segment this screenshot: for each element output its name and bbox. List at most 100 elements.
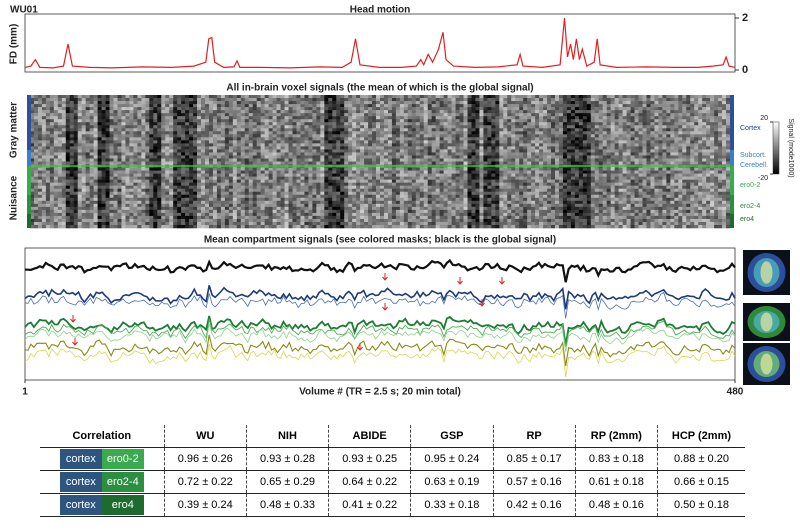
carpet-cell <box>435 218 440 223</box>
carpet-cell <box>216 188 222 193</box>
carpet-cell <box>348 95 353 99</box>
carpet-cell <box>97 131 102 135</box>
carpet-cell <box>157 140 162 144</box>
carpet-cell <box>312 104 317 108</box>
carpet-cell <box>316 95 321 99</box>
carpet-cell <box>73 125 79 129</box>
carpet-cell <box>264 212 269 217</box>
carpet-cell <box>288 149 293 153</box>
carpet-cell <box>419 110 425 114</box>
carpet-cell <box>53 143 59 147</box>
carpet-cell <box>216 116 222 120</box>
carpet-cell <box>41 206 47 211</box>
carpet-cell <box>33 218 39 223</box>
carpet-cell <box>288 209 293 214</box>
carpet-cell <box>61 212 67 217</box>
carpet-cell <box>280 221 285 226</box>
carpet-cell <box>141 128 146 132</box>
carpet-cell <box>336 203 341 208</box>
carpet-cell <box>224 95 230 99</box>
carpet-cell <box>240 179 246 183</box>
carpet-cell <box>288 182 293 186</box>
carpet-cell <box>177 185 182 189</box>
carpet-cell <box>244 209 250 214</box>
carpet-cell <box>340 167 345 171</box>
carpet-cell <box>205 101 210 105</box>
carpet-cell <box>423 221 429 226</box>
carpet-cell <box>296 215 301 220</box>
carpet-cell <box>324 155 329 159</box>
carpet-cell <box>181 155 186 159</box>
carpet-cell <box>53 149 59 153</box>
carpet-cell <box>431 218 436 223</box>
carpet-cell <box>308 212 313 217</box>
carpet-cell <box>399 194 405 199</box>
carpet-cell <box>129 203 134 208</box>
carpet-cell <box>161 119 166 123</box>
carpet-cell <box>403 191 409 196</box>
carpet-cell <box>97 206 102 211</box>
carpet-cell <box>212 137 218 141</box>
carpet-cell <box>423 215 429 220</box>
carpet-cell <box>312 140 317 144</box>
carpet-cell <box>93 149 98 153</box>
carpet-cell <box>45 191 51 196</box>
carpet-cell <box>471 155 476 159</box>
carpet-cell <box>37 215 43 220</box>
carpet-cell <box>332 161 337 165</box>
carpet-cell <box>467 107 472 111</box>
carpet-cell <box>383 119 389 123</box>
carpet-cell <box>89 155 94 159</box>
carpet-cell <box>137 116 142 120</box>
carpet-cell <box>85 200 90 205</box>
carpet-cell <box>308 95 313 99</box>
carpet-cell <box>419 116 425 120</box>
carpet-cell <box>61 98 67 102</box>
carpet-cell <box>232 218 238 223</box>
carpet-cell <box>356 218 361 223</box>
carpet-cell <box>320 170 325 174</box>
carpet-cell <box>252 191 258 196</box>
carpet-cell <box>435 158 440 162</box>
carpet-cell <box>205 155 210 159</box>
carpet-cell <box>260 98 265 102</box>
carpet-cell <box>364 131 369 135</box>
carpet-cell <box>471 137 476 141</box>
carpet-cell <box>45 209 51 214</box>
carpet-cell <box>292 116 297 120</box>
carpet-cell <box>232 215 238 220</box>
carpet-cell <box>73 152 79 156</box>
carpet-cell <box>157 128 162 132</box>
carpet-cell <box>296 149 301 153</box>
carpet-cell <box>360 98 365 102</box>
carpet-cell <box>391 137 397 141</box>
carpet-cell <box>403 113 409 117</box>
carpet-cell <box>244 224 250 229</box>
carpet-cell <box>248 203 254 208</box>
carpet-cell <box>85 95 90 99</box>
carpet-cell <box>288 206 293 211</box>
carpet-cell <box>268 125 273 129</box>
carpet-cell <box>443 98 448 102</box>
carpet-cell <box>141 143 146 147</box>
carpet-cell <box>352 107 357 111</box>
carpet-cell <box>447 218 452 223</box>
carpet-cell <box>173 158 178 162</box>
carpet-cell <box>173 161 178 165</box>
carpet-cell <box>439 182 444 186</box>
carpet-cell <box>49 131 55 135</box>
carpet-cell <box>149 161 154 165</box>
carpet-cell <box>467 116 472 120</box>
carpet-cell <box>272 137 277 141</box>
carpet-cell <box>443 212 448 217</box>
carpet-cell <box>348 104 353 108</box>
carpet-cell <box>189 167 194 171</box>
carpet-cell <box>201 119 206 123</box>
carpet-cell <box>336 200 341 205</box>
carpet-cell <box>451 224 456 229</box>
carpet-cell <box>193 98 198 102</box>
carpet-cell <box>423 197 429 202</box>
carpet-cell <box>380 206 385 211</box>
carpet-cell <box>177 131 182 135</box>
carpet-cell <box>137 125 142 129</box>
